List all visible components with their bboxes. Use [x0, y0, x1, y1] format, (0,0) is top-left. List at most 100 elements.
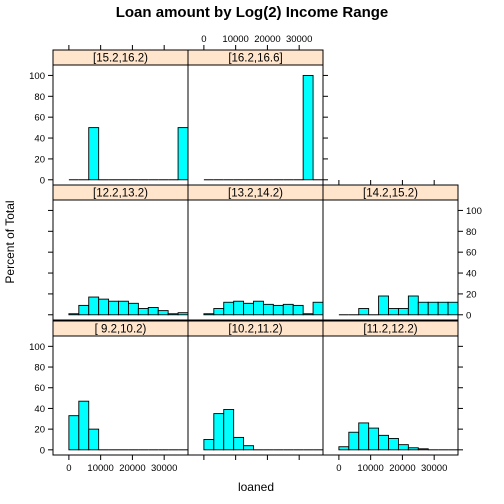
histogram-bar: [243, 445, 254, 451]
histogram-bar: [223, 409, 235, 451]
x-tick-label: 10000: [222, 34, 248, 45]
histogram-bar: [427, 301, 439, 316]
histogram-bar: [417, 448, 429, 451]
panel: [12.2,13.2): [48, 184, 189, 321]
y-tick-label: 80: [466, 227, 477, 238]
x-tick-label: 10000: [87, 463, 113, 474]
histogram-bar: [203, 439, 215, 451]
y-tick-label: 0: [40, 445, 45, 456]
y-tick-label: 60: [34, 383, 45, 394]
y-tick-label: 40: [466, 269, 477, 280]
y-tick-label: 100: [466, 206, 482, 217]
histogram-bar: [177, 127, 189, 181]
panel-strip-label: [11.2,12.2): [363, 324, 417, 336]
panel: [11.2,12.2) 0 10000 20000 30000: [322, 320, 463, 474]
histogram-bar: [127, 302, 139, 316]
histogram-bar: [108, 300, 119, 316]
histogram-bar: [233, 436, 245, 451]
histogram-bar: [358, 422, 370, 451]
x-tick-label: 0: [66, 463, 71, 474]
histogram-bar: [368, 427, 380, 451]
x-axis-label: loaned: [238, 480, 274, 494]
panel: [14.2,15.2) 0 20 40 60 80 100: [322, 180, 482, 321]
histogram-bar: [213, 413, 225, 451]
histogram-bar: [312, 301, 324, 316]
panel-strip-label: [10.2,11.2): [228, 324, 282, 336]
panel-strip-label: [ 9.2,10.2): [95, 324, 147, 336]
histogram-bar: [348, 431, 360, 451]
x-tick-label: 30000: [286, 34, 312, 45]
histogram-bar: [397, 308, 409, 316]
histogram-bar: [88, 127, 100, 181]
histogram-bar: [388, 308, 399, 316]
panel: [ 9.2,10.2) 0 20 40 60 80 100 0 10000 20000 30000: [29, 320, 189, 474]
panel-frame: [322, 320, 459, 456]
panel-frame: [52, 49, 189, 186]
y-tick-label: 100: [29, 342, 45, 353]
histogram-bar: [338, 446, 350, 451]
panel-strip-label: [12.2,13.2): [93, 188, 148, 200]
histogram-bar: [68, 313, 80, 316]
y-tick-label: 80: [34, 92, 45, 103]
histogram-bar: [203, 313, 215, 316]
histogram-bar: [98, 298, 110, 316]
histogram-bar: [302, 313, 314, 316]
histogram-bar: [407, 295, 419, 316]
chart-title: Loan amount by Log(2) Income Range: [116, 4, 389, 21]
histogram-bar: [388, 437, 399, 451]
histogram-bar: [243, 302, 254, 316]
histogram-bar: [417, 301, 429, 316]
histogram-bar: [147, 307, 159, 316]
y-tick-label: 40: [34, 134, 45, 145]
histogram-bar: [177, 312, 189, 316]
y-tick-label: 20: [466, 289, 477, 300]
x-tick-label: 20000: [254, 34, 280, 45]
histogram-bar: [292, 304, 304, 316]
panel-strip-label: [13.2,14.2): [228, 188, 283, 200]
histogram-bar: [137, 308, 149, 316]
panel-frame: [322, 184, 459, 321]
histogram-bar: [88, 296, 100, 316]
y-tick-label: 60: [34, 113, 45, 124]
x-tick-label: 0: [201, 34, 206, 45]
x-tick-label: 0: [336, 463, 341, 474]
histogram-bar: [397, 444, 409, 451]
y-axis-label: Percent of Total: [3, 200, 17, 283]
y-tick-label: 60: [466, 248, 477, 259]
y-tick-label: 20: [34, 154, 45, 165]
x-tick-label: 10000: [357, 463, 383, 474]
histogram-bar: [378, 295, 389, 316]
histogram-bar: [282, 303, 294, 316]
y-tick-label: 40: [34, 404, 45, 415]
y-tick-label: 0: [40, 175, 45, 186]
histogram-bar: [78, 304, 90, 316]
x-tick-label: 30000: [151, 463, 177, 474]
x-tick-label: 20000: [119, 463, 145, 474]
panel: [16.2,16.6] 0 10000 20000 30000: [187, 34, 328, 186]
panel: [13.2,14.2): [187, 184, 324, 321]
y-tick-label: 20: [34, 425, 45, 436]
panel-strip-label: [15.2,16.2): [93, 53, 148, 65]
histogram-bar: [302, 74, 314, 181]
histogram-bar: [88, 428, 100, 451]
histogram-bar: [447, 301, 459, 316]
panel-frame: [187, 184, 324, 321]
panel-strip-label: [16.2,16.6]: [228, 53, 282, 65]
panel-frame: [187, 320, 324, 456]
histogram-bar: [253, 300, 264, 316]
histogram-bar: [223, 301, 235, 316]
panel-strip-label: [14.2,15.2): [363, 188, 418, 200]
histogram-bar: [378, 434, 389, 451]
histogram-bar: [358, 308, 370, 316]
histogram-bar: [118, 300, 129, 316]
histogram-bar: [213, 308, 225, 316]
histogram-bar: [157, 310, 169, 316]
histogram-bar: [233, 300, 245, 316]
histogram-bar: [272, 304, 284, 316]
histogram-bar: [167, 313, 179, 316]
histogram-bar: [68, 415, 80, 451]
panel: [15.2,16.2) 0 20 40 60 80 100: [29, 45, 189, 186]
x-tick-label: 30000: [421, 463, 447, 474]
